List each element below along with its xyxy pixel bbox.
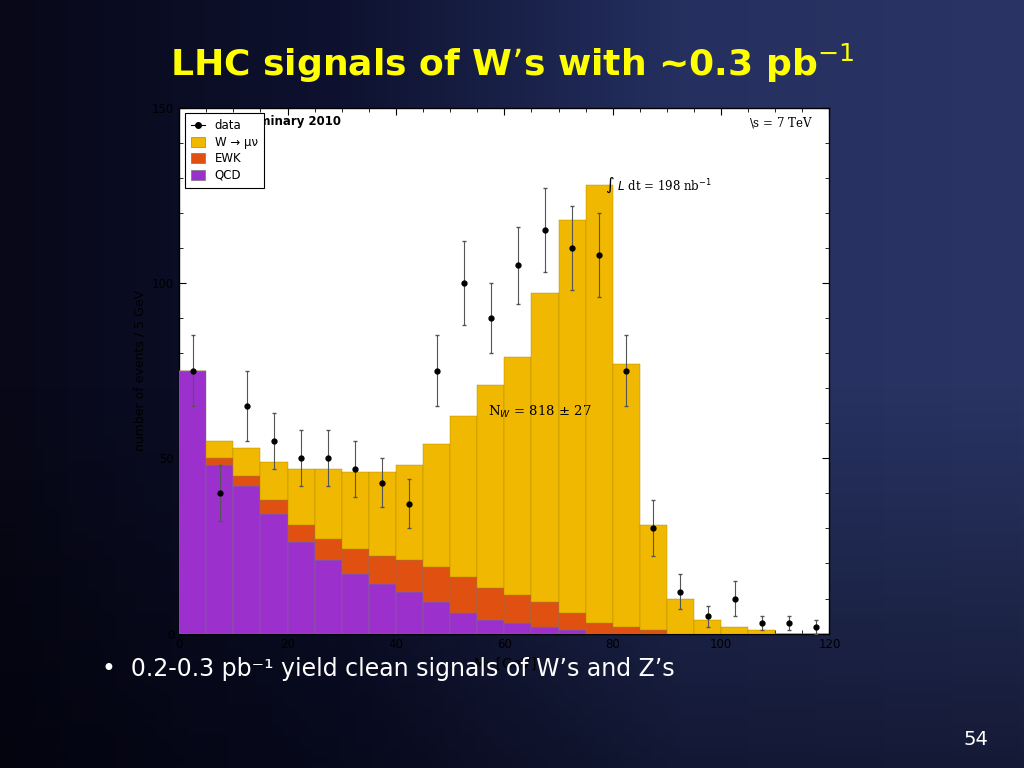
Legend: data, W → μν, EWK, QCD: data, W → μν, EWK, QCD xyxy=(185,114,263,188)
Bar xyxy=(477,385,504,588)
Bar xyxy=(640,525,667,630)
Bar xyxy=(451,613,477,634)
Bar xyxy=(531,293,558,602)
Bar xyxy=(694,620,721,634)
Bar xyxy=(233,486,260,634)
Bar xyxy=(612,363,640,627)
Text: LHC signals of W’s with ~0.3 pb$^{-1}$: LHC signals of W’s with ~0.3 pb$^{-1}$ xyxy=(170,42,854,85)
Bar xyxy=(342,472,369,549)
Bar xyxy=(288,542,314,634)
Bar xyxy=(342,549,369,574)
Bar xyxy=(206,458,233,465)
Bar xyxy=(558,630,586,634)
Bar xyxy=(260,462,288,500)
Bar xyxy=(179,371,206,634)
Text: 54: 54 xyxy=(964,730,988,749)
Bar xyxy=(314,468,342,539)
Bar xyxy=(342,574,369,634)
Bar xyxy=(423,444,451,567)
Bar xyxy=(451,578,477,613)
Bar xyxy=(558,220,586,613)
Bar xyxy=(667,598,694,634)
Bar xyxy=(206,441,233,458)
Bar xyxy=(640,630,667,634)
Bar xyxy=(451,416,477,578)
X-axis label: M$_T$ [GeV]: M$_T$ [GeV] xyxy=(473,656,536,673)
Bar xyxy=(369,557,396,584)
Bar xyxy=(369,472,396,557)
Text: CMS preliminary 2010: CMS preliminary 2010 xyxy=(196,115,341,128)
Y-axis label: number of events / 5 GeV: number of events / 5 GeV xyxy=(133,290,146,451)
Bar xyxy=(586,623,612,634)
Bar xyxy=(477,588,504,620)
Bar xyxy=(531,627,558,634)
Bar xyxy=(288,468,314,525)
Bar xyxy=(314,539,342,560)
Bar xyxy=(314,560,342,634)
Bar xyxy=(531,602,558,627)
Text: $\backslash$s = 7 TeV: $\backslash$s = 7 TeV xyxy=(750,115,813,131)
Bar xyxy=(260,500,288,515)
Bar xyxy=(260,515,288,634)
Bar xyxy=(233,448,260,476)
Bar xyxy=(396,560,423,591)
Bar xyxy=(206,465,233,634)
Text: N$_W$ = 818 $\pm$ 27: N$_W$ = 818 $\pm$ 27 xyxy=(488,404,592,420)
Text: $\int$ $L$ dt = 198 nb$^{-1}$: $\int$ $L$ dt = 198 nb$^{-1}$ xyxy=(605,176,712,195)
Bar xyxy=(749,630,775,634)
Bar xyxy=(233,476,260,486)
Bar xyxy=(504,356,531,595)
Bar xyxy=(423,567,451,602)
Bar xyxy=(504,595,531,623)
Bar xyxy=(586,184,612,623)
Bar xyxy=(477,620,504,634)
Bar xyxy=(558,613,586,630)
Bar xyxy=(396,591,423,634)
Bar xyxy=(396,465,423,560)
Bar xyxy=(423,602,451,634)
Bar xyxy=(612,627,640,634)
Bar xyxy=(288,525,314,542)
Bar xyxy=(504,623,531,634)
Text: •  0.2-0.3 pb⁻¹ yield clean signals of W’s and Z’s: • 0.2-0.3 pb⁻¹ yield clean signals of W’… xyxy=(102,657,675,680)
Bar xyxy=(369,584,396,634)
Bar xyxy=(721,627,749,634)
